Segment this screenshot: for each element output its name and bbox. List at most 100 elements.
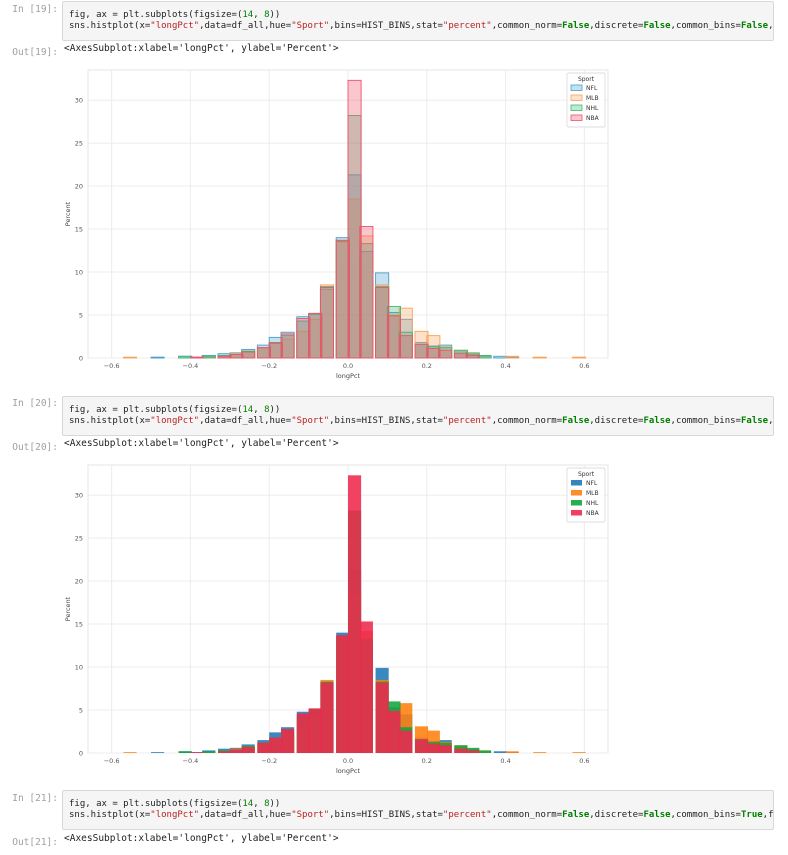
in-prompt-20: In [20]:	[12, 398, 58, 409]
histogram-bar	[268, 342, 283, 359]
histogram-bar	[398, 335, 413, 359]
x-tick-label: −0.2	[261, 362, 277, 370]
y-tick-label: 15	[75, 226, 83, 234]
histogram-bar	[438, 349, 453, 359]
histogram-bar	[335, 239, 350, 359]
x-tick-label: 0.2	[422, 757, 432, 765]
histogram-bar	[477, 354, 492, 359]
code-cell-19[interactable]: fig, ax = plt.subplots(figsize=(14, 8)) …	[62, 1, 774, 41]
code-token: fig, ax = plt.subplots(figsize=(	[69, 405, 243, 415]
histogram-bar	[375, 287, 390, 359]
code-token: 14	[242, 799, 254, 809]
histogram-bar	[123, 356, 138, 359]
legend-label: NBA	[586, 115, 600, 122]
histogram-bar	[151, 752, 165, 753]
y-tick-label: 25	[75, 140, 83, 148]
x-axis-label: longPct	[336, 767, 361, 775]
x-tick-label: 0.6	[579, 757, 589, 765]
histogram-bar	[217, 355, 232, 359]
code-token: ))	[269, 799, 281, 809]
x-axis-label: longPct	[336, 372, 361, 380]
code-line: fig, ax = plt.subplots(figsize=(14, 8))	[63, 799, 773, 810]
code-token: "percent"	[442, 416, 492, 426]
code-cell-20[interactable]: fig, ax = plt.subplots(figsize=(14, 8)) …	[62, 396, 774, 436]
code-token: ,common_bins=	[670, 416, 741, 426]
histogram-bar	[229, 354, 244, 359]
code-token: ,common_bins=	[670, 810, 741, 820]
code-token: "Sport"	[291, 416, 330, 426]
y-tick-label: 20	[75, 183, 83, 191]
legend-swatch	[570, 104, 583, 111]
code-token: ,data=df_all,hue=	[199, 21, 292, 31]
legend: Sport NFL MLB NHL NBA	[566, 467, 606, 523]
histogram-bar	[218, 751, 232, 753]
histogram-bar	[257, 742, 271, 753]
code-token: ,data=df_all,hue=	[199, 810, 292, 820]
code-cell-21[interactable]: fig, ax = plt.subplots(figsize=(14, 8)) …	[62, 790, 774, 830]
code-token: ,data=df_all,hue=	[199, 416, 292, 426]
histogram-bar	[201, 355, 216, 359]
histogram-bar	[281, 728, 295, 753]
histogram-bar	[375, 682, 389, 753]
code-token: ,common_bins=	[670, 21, 741, 31]
code-token: False	[740, 21, 769, 31]
legend-label: MLB	[586, 95, 599, 102]
histogram-bar	[202, 751, 216, 753]
legend-swatch	[571, 510, 582, 516]
histogram-bar	[426, 743, 440, 753]
legend: Sport NFL MLB NHL NBA	[566, 72, 606, 128]
code-token: 14	[242, 10, 254, 20]
histogram-bar	[438, 745, 452, 753]
code-line: sns.histplot(x="longPct",data=df_all,hue…	[63, 21, 773, 32]
code-token: False	[740, 416, 769, 426]
code-token: 8	[264, 799, 270, 809]
code-token: ,	[253, 405, 265, 415]
histogram-bar	[320, 682, 334, 753]
code-token: False	[562, 21, 590, 31]
output-text-19: <AxesSubplot:xlabel='longPct', ylabel='P…	[64, 43, 339, 54]
histogram-bar	[269, 737, 283, 753]
code-token: "longPct"	[150, 416, 200, 426]
code-token: False	[643, 810, 671, 820]
series-nba	[189, 79, 480, 359]
legend-swatch	[570, 94, 583, 101]
x-tick-label: −0.2	[261, 757, 277, 765]
code-token: 8	[264, 405, 270, 415]
histogram-bar	[123, 752, 137, 753]
y-tick-label: 30	[75, 97, 83, 105]
y-tick-label: 10	[75, 269, 83, 277]
y-tick-label: 0	[79, 750, 83, 758]
histogram-bar	[190, 752, 204, 753]
code-token: "Sport"	[291, 21, 330, 31]
histogram-bar	[454, 748, 468, 753]
y-tick-label: 25	[75, 535, 83, 543]
code-token: False	[562, 810, 590, 820]
output-text-21: <AxesSubplot:xlabel='longPct', ylabel='P…	[64, 833, 339, 844]
histogram-bar	[359, 226, 374, 359]
histogram-bar	[189, 356, 204, 359]
legend-label: MLB	[586, 490, 599, 497]
histogram-bar	[178, 751, 192, 753]
code-token: ,	[253, 799, 265, 809]
out-prompt-20: Out[20]:	[12, 442, 58, 453]
histogram-bar	[465, 354, 480, 359]
code-line: fig, ax = plt.subplots(figsize=(14, 8))	[63, 10, 773, 21]
code-token: ,common_norm=	[491, 416, 563, 426]
code-token: sns.histplot(x=	[69, 21, 151, 31]
code-token: "longPct"	[150, 810, 200, 820]
histogram-bar	[505, 355, 520, 359]
legend-swatch	[571, 500, 582, 506]
code-line: sns.histplot(x="longPct",data=df_all,hue…	[63, 416, 773, 427]
y-tick-label: 5	[79, 312, 83, 320]
code-token: ,bins=HIST_BINS,stat=	[329, 416, 443, 426]
histogram-bar	[572, 752, 586, 753]
y-tick-label: 5	[79, 707, 83, 715]
code-token: False	[643, 21, 671, 31]
y-tick-label: 10	[75, 664, 83, 672]
histogram-bar	[229, 749, 243, 753]
code-token: False	[643, 416, 671, 426]
legend-title: Sport	[578, 76, 595, 83]
histogram-bar	[319, 287, 334, 359]
code-token: ,discrete=	[589, 21, 644, 31]
legend-swatch	[571, 480, 582, 486]
